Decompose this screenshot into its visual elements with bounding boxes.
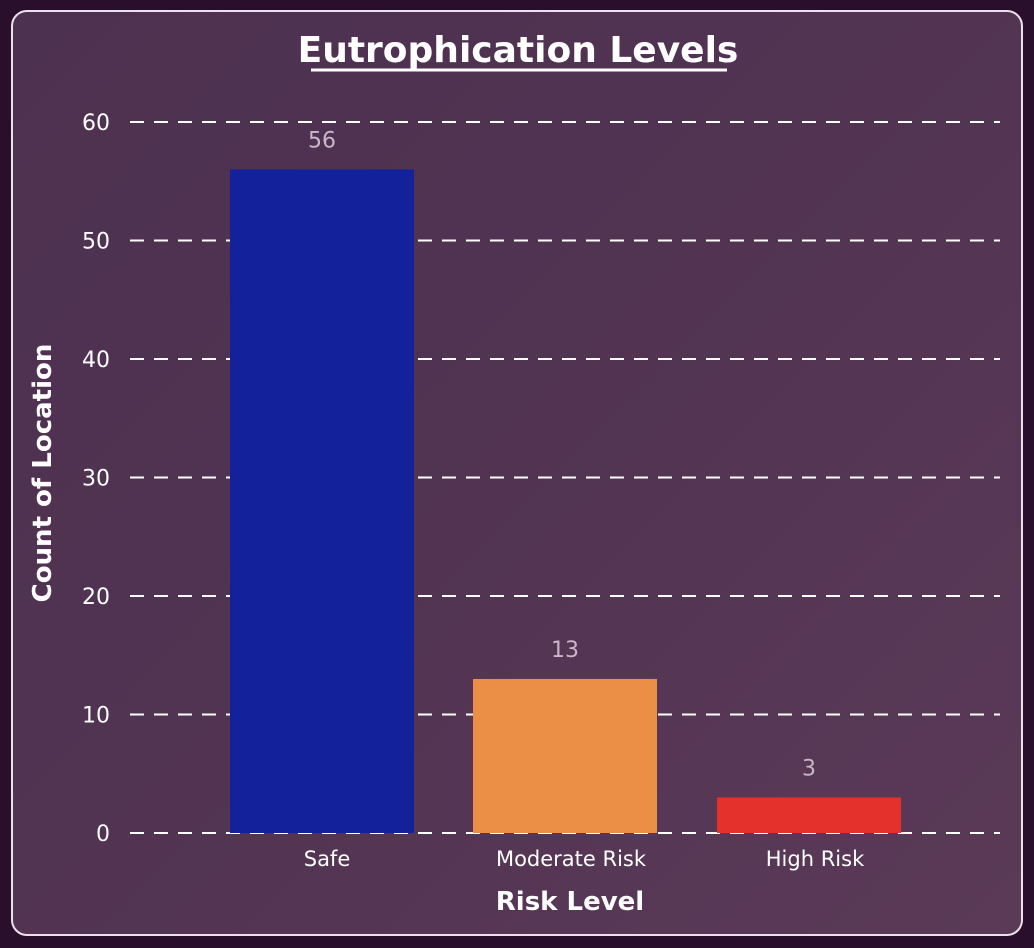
data-label: 13 bbox=[551, 638, 579, 663]
y-tick-label: 40 bbox=[82, 348, 110, 373]
y-tick-label: 50 bbox=[82, 230, 110, 255]
x-tick-label: High Risk bbox=[766, 847, 865, 871]
y-tick-label: 0 bbox=[96, 822, 110, 847]
data-labels: 56 13 3 bbox=[308, 128, 816, 781]
x-axis-label: Risk Level bbox=[496, 887, 644, 917]
bar-moderate-risk bbox=[473, 678, 657, 833]
y-tick-label: 10 bbox=[82, 704, 110, 729]
bar-high-risk bbox=[717, 797, 901, 833]
y-axis-label: Count of Location bbox=[28, 344, 58, 603]
chart-title: Eutrophication Levels bbox=[298, 30, 739, 71]
x-tick-label: Safe bbox=[304, 847, 351, 871]
data-label: 3 bbox=[802, 756, 816, 781]
y-tick-label: 20 bbox=[82, 585, 110, 610]
x-tick-label: Moderate Risk bbox=[496, 847, 647, 871]
bar-safe bbox=[230, 169, 414, 833]
x-axis-ticks: Safe Moderate Risk High Risk bbox=[304, 847, 865, 871]
y-tick-label: 30 bbox=[82, 467, 110, 492]
y-tick-label: 60 bbox=[82, 111, 110, 136]
bars bbox=[230, 169, 901, 833]
data-label: 56 bbox=[308, 128, 336, 153]
y-axis-ticks: 0 10 20 30 40 50 60 bbox=[82, 111, 110, 847]
